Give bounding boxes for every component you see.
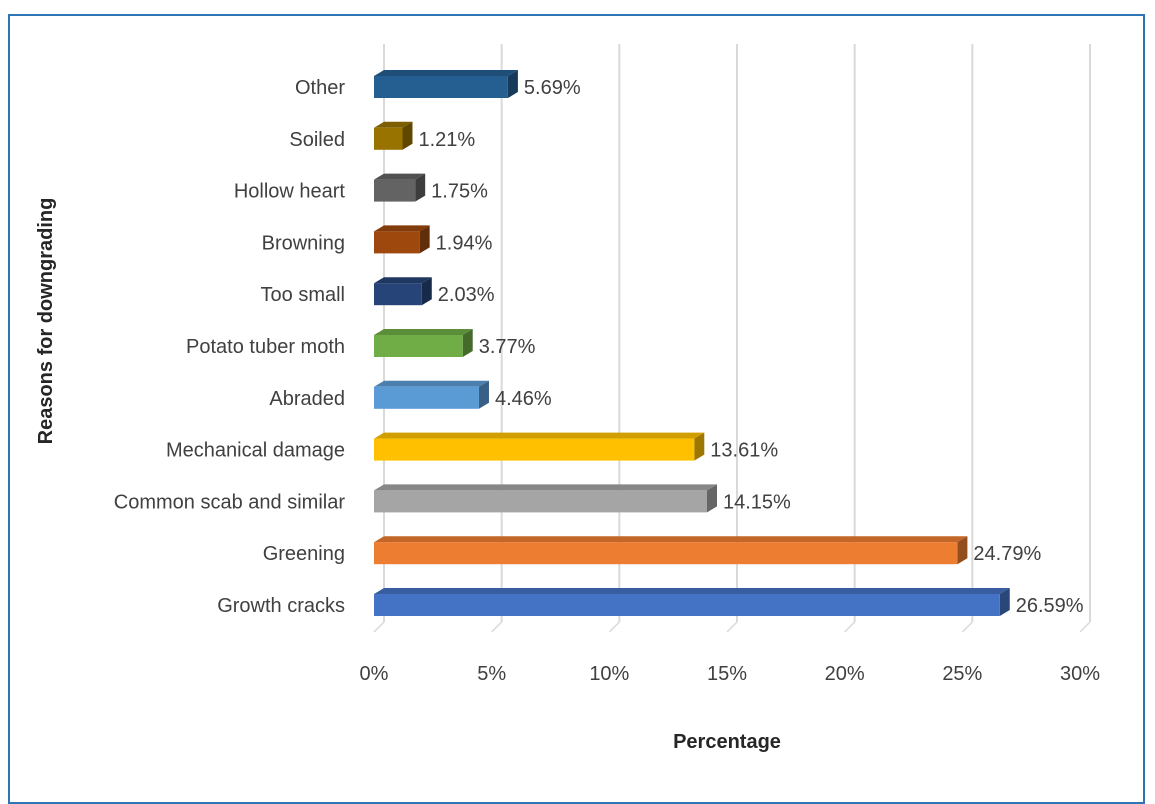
category-label: Common scab and similar <box>114 491 346 513</box>
labels: 0% 5% 10% 15% 20% 25% 30% Growth cracks 26.59% Gr… <box>114 77 1100 685</box>
bar-front-face <box>374 386 479 409</box>
data-label: 2.03% <box>438 284 495 306</box>
bar-side-face <box>999 588 1010 616</box>
y-axis-title: Reasons for downgrading <box>35 198 57 445</box>
gridline-floor <box>608 621 620 633</box>
bar-front-face <box>374 76 508 98</box>
bars <box>374 70 1010 616</box>
category-label: Abraded <box>269 388 345 410</box>
bar <box>374 536 968 565</box>
x-tick-label: 15% <box>707 663 747 685</box>
gridline-floor <box>844 621 856 633</box>
bar <box>374 484 717 513</box>
gridline-floor <box>373 621 385 633</box>
bar-side-face <box>957 536 968 565</box>
bar-front-face <box>374 594 1000 616</box>
data-label: 3.77% <box>479 336 536 358</box>
bar-side-face <box>462 329 473 357</box>
bar <box>374 225 430 254</box>
bar-front-face <box>374 490 707 513</box>
bar-front-face <box>374 179 416 202</box>
x-tick-label: 0% <box>360 663 389 685</box>
bar-top-face <box>374 536 968 543</box>
bar <box>374 121 413 150</box>
bar-front-face <box>374 542 958 565</box>
bar-front-face <box>374 283 422 306</box>
bar-front-face <box>374 127 403 150</box>
data-label: 1.21% <box>418 129 475 151</box>
bar-top-face <box>374 225 430 232</box>
x-tick-label: 10% <box>589 663 629 685</box>
bar <box>374 432 705 461</box>
data-label: 1.94% <box>436 232 493 254</box>
bar-top-face <box>374 277 432 284</box>
bar <box>374 588 1010 616</box>
bar-side-face <box>421 277 432 306</box>
bar-side-face <box>478 380 489 409</box>
bar <box>374 70 518 98</box>
bar-top-face <box>374 173 426 180</box>
data-label: 1.75% <box>431 181 488 203</box>
bar <box>374 173 426 202</box>
x-tick-label: 25% <box>942 663 982 685</box>
bar-front-face <box>374 335 463 357</box>
data-label: 5.69% <box>524 77 581 99</box>
x-tick-label: 5% <box>477 663 506 685</box>
bar-side-face <box>694 432 705 461</box>
data-label: 26.59% <box>1016 595 1084 617</box>
data-label: 14.15% <box>723 491 791 513</box>
category-label: Greening <box>263 543 345 565</box>
bar-side-face <box>402 121 413 150</box>
bar <box>374 277 432 306</box>
bar-side-face <box>415 173 426 202</box>
bar-top-face <box>374 432 705 439</box>
gridline-floor <box>961 621 973 633</box>
bar <box>374 380 489 409</box>
bar-top-face <box>374 588 1010 594</box>
gridline-floor <box>491 621 503 633</box>
bar-front-face <box>374 438 695 461</box>
data-label: 4.46% <box>495 388 552 410</box>
category-label: Hollow heart <box>234 181 346 203</box>
data-label: 13.61% <box>710 440 778 462</box>
bar-side-face <box>507 70 518 98</box>
bar <box>374 329 473 357</box>
gridline-floor <box>726 621 738 633</box>
category-label: Growth cracks <box>217 595 345 617</box>
bar-side-face <box>419 225 430 254</box>
x-axis-title: Percentage <box>673 731 781 753</box>
bar-top-face <box>374 121 413 128</box>
category-label: Soiled <box>289 129 345 151</box>
category-label: Browning <box>262 232 345 254</box>
category-label: Potato tuber moth <box>186 336 345 358</box>
gridline-floor <box>1079 621 1091 633</box>
x-tick-label: 20% <box>825 663 865 685</box>
bar-top-face <box>374 329 473 335</box>
bar-front-face <box>374 231 420 254</box>
x-tick-label: 30% <box>1060 663 1100 685</box>
category-label: Too small <box>261 284 345 306</box>
chart-frame <box>8 14 1145 804</box>
category-label: Mechanical damage <box>166 440 345 462</box>
data-label: 24.79% <box>973 543 1041 565</box>
bar-top-face <box>374 70 518 76</box>
bar-chart: 0% 5% 10% 15% 20% 25% 30% Growth cracks 26.59% Gr… <box>35 44 1100 753</box>
category-label: Other <box>295 77 345 99</box>
bar-top-face <box>374 484 717 491</box>
bar-side-face <box>706 484 717 513</box>
bar-top-face <box>374 380 489 387</box>
